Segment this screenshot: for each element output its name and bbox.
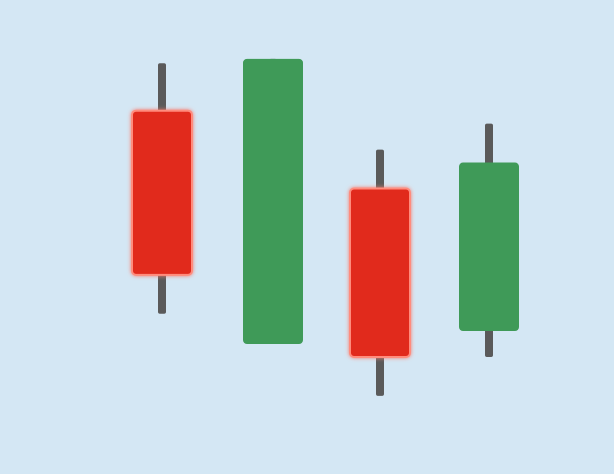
candle-4 [459, 123, 519, 357]
candle-4-body [459, 162, 519, 332]
candle-2-body [243, 58, 303, 344]
candle-3-body [349, 187, 411, 358]
candle-1-body [131, 109, 193, 276]
candle-3 [349, 149, 411, 396]
candle-2 [243, 58, 303, 344]
candle-1 [131, 63, 193, 314]
